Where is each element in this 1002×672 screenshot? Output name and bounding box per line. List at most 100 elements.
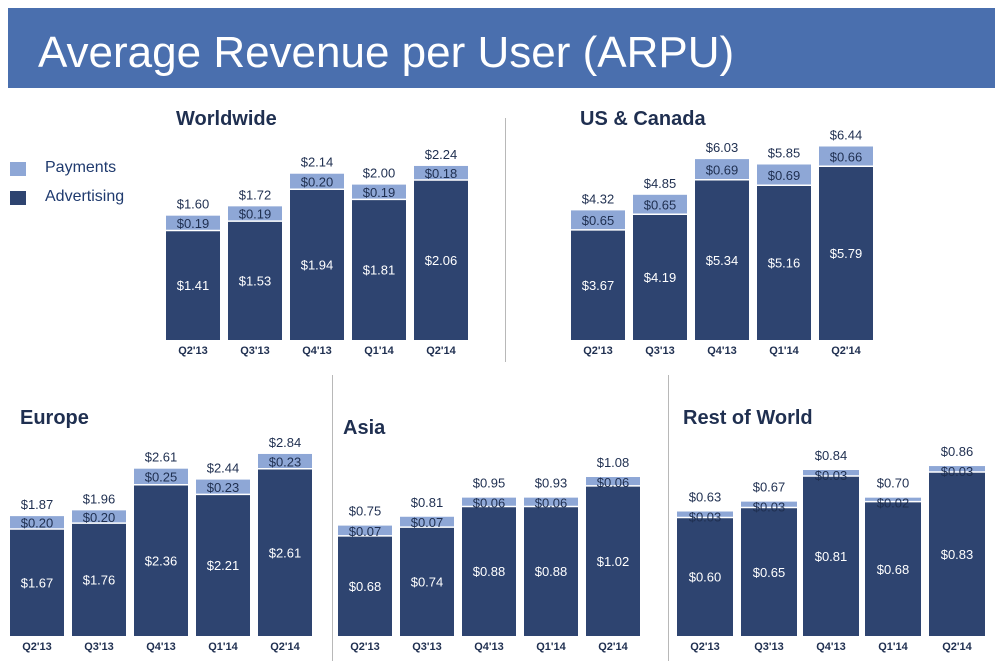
rest-of-world-advertising-label-3: $0.68 bbox=[877, 562, 910, 577]
rest-of-world-payments-label-4: $0.03 bbox=[941, 464, 974, 479]
europe-payments-bar-2 bbox=[134, 468, 188, 485]
worldwide-payments-bar-4 bbox=[414, 165, 468, 180]
us-canada-payments-bar-0 bbox=[571, 210, 625, 230]
us-canada-advertising-bar-2 bbox=[695, 179, 749, 340]
rest-of-world-advertising-bar-2 bbox=[803, 475, 859, 636]
us-canada-tick-label-3: Q1'14 bbox=[769, 345, 799, 357]
asia-advertising-label-4: $1.02 bbox=[597, 554, 630, 569]
legend-label-payments: Payments bbox=[45, 159, 117, 176]
rest-of-world-payments-label-2: $0.03 bbox=[815, 468, 848, 483]
europe-advertising-label-0: $1.67 bbox=[21, 575, 54, 590]
us-canada-total-label-3: $5.85 bbox=[768, 146, 801, 161]
worldwide-advertising-bar-0 bbox=[166, 230, 220, 340]
us-canada-payments-bar-4 bbox=[819, 146, 873, 167]
rest-of-world-payments-label-1: $0.03 bbox=[753, 500, 786, 515]
divider-bottom-right bbox=[668, 375, 669, 661]
panel-title-asia: Asia bbox=[343, 417, 386, 439]
europe-total-label-4: $2.84 bbox=[269, 435, 302, 450]
us-canada-payments-bar-2 bbox=[695, 159, 749, 180]
worldwide-payments-label-4: $0.18 bbox=[425, 166, 458, 181]
us-canada-advertising-bar-3 bbox=[757, 185, 811, 340]
us-canada-tick-label-1: Q3'13 bbox=[645, 345, 675, 357]
worldwide-total-label-1: $1.72 bbox=[239, 187, 272, 202]
us-canada-total-label-2: $6.03 bbox=[706, 140, 739, 155]
rest-of-world-payments-bar-3 bbox=[865, 497, 921, 502]
asia-advertising-bar-2 bbox=[462, 506, 516, 636]
asia-payments-label-4: $0.06 bbox=[597, 475, 630, 490]
asia-advertising-label-2: $0.88 bbox=[473, 564, 506, 579]
asia-payments-bar-2 bbox=[462, 497, 516, 507]
europe-advertising-label-2: $2.36 bbox=[145, 553, 178, 568]
us-canada-advertising-bar-0 bbox=[571, 229, 625, 340]
rest-of-world-total-label-3: $0.70 bbox=[877, 476, 910, 491]
worldwide-payments-bar-2 bbox=[290, 173, 344, 190]
rest-of-world-advertising-label-4: $0.83 bbox=[941, 547, 974, 562]
rest-of-world-advertising-label-2: $0.81 bbox=[815, 549, 848, 564]
worldwide-tick-label-0: Q2'13 bbox=[178, 345, 208, 357]
rest-of-world-total-label-1: $0.67 bbox=[753, 480, 786, 495]
worldwide-payments-label-2: $0.20 bbox=[301, 174, 334, 189]
europe-advertising-bar-2 bbox=[134, 484, 188, 636]
europe-advertising-bar-3 bbox=[196, 494, 250, 636]
asia-payments-label-2: $0.06 bbox=[473, 496, 506, 511]
asia-payments-bar-4 bbox=[586, 477, 640, 486]
rest-of-world-tick-label-0: Q2'13 bbox=[690, 641, 720, 653]
europe-payments-bar-0 bbox=[10, 516, 64, 529]
rest-of-world-advertising-bar-0 bbox=[677, 517, 733, 636]
worldwide-advertising-bar-4 bbox=[414, 179, 468, 340]
asia-advertising-label-3: $0.88 bbox=[535, 564, 568, 579]
us-canada-tick-label-2: Q4'13 bbox=[707, 345, 737, 357]
europe-tick-label-1: Q3'13 bbox=[84, 641, 114, 653]
us-canada-payments-bar-3 bbox=[757, 164, 811, 186]
worldwide-total-label-0: $1.60 bbox=[177, 197, 210, 212]
worldwide-total-label-3: $2.00 bbox=[363, 166, 396, 181]
worldwide-total-label-2: $2.14 bbox=[301, 155, 334, 170]
us-canada-payments-label-1: $0.65 bbox=[644, 198, 677, 213]
asia-advertising-bar-4 bbox=[586, 485, 640, 636]
rest-of-world-advertising-label-0: $0.60 bbox=[689, 570, 722, 585]
us-canada-advertising-label-0: $3.67 bbox=[582, 278, 615, 293]
europe-tick-label-4: Q2'14 bbox=[270, 641, 300, 653]
asia-tick-label-4: Q2'14 bbox=[598, 641, 628, 653]
worldwide-payments-label-1: $0.19 bbox=[239, 207, 272, 222]
europe-tick-label-3: Q1'14 bbox=[208, 641, 238, 653]
europe-payments-label-3: $0.23 bbox=[207, 480, 240, 495]
rest-of-world-advertising-bar-4 bbox=[929, 471, 985, 636]
asia-tick-label-3: Q1'14 bbox=[536, 641, 566, 653]
europe-advertising-label-4: $2.61 bbox=[269, 545, 302, 560]
legend-label-advertising: Advertising bbox=[45, 188, 125, 205]
asia-payments-bar-0 bbox=[338, 525, 392, 536]
rest-of-world-total-label-0: $0.63 bbox=[689, 490, 722, 505]
asia-payments-bar-1 bbox=[400, 516, 454, 528]
rest-of-world-total-label-2: $0.84 bbox=[815, 448, 848, 463]
europe-total-label-1: $1.96 bbox=[83, 491, 116, 506]
us-canada-total-label-4: $6.44 bbox=[830, 128, 863, 143]
asia-total-label-1: $0.81 bbox=[411, 495, 444, 510]
asia-payments-label-1: $0.07 bbox=[411, 515, 444, 530]
rest-of-world-payments-bar-4 bbox=[929, 466, 985, 472]
europe-tick-label-2: Q4'13 bbox=[146, 641, 176, 653]
asia-advertising-bar-3 bbox=[524, 506, 578, 636]
worldwide-total-label-4: $2.24 bbox=[425, 147, 458, 162]
worldwide-tick-label-4: Q2'14 bbox=[426, 345, 456, 357]
europe-advertising-bar-4 bbox=[258, 468, 312, 636]
europe-total-label-0: $1.87 bbox=[21, 497, 54, 512]
rest-of-world-payments-label-3: $0.02 bbox=[877, 496, 910, 511]
worldwide-payments-bar-0 bbox=[166, 215, 220, 231]
rest-of-world-advertising-bar-3 bbox=[865, 501, 921, 636]
asia-tick-label-1: Q3'13 bbox=[412, 641, 442, 653]
rest-of-world-payments-bar-2 bbox=[803, 470, 859, 476]
asia-total-label-4: $1.08 bbox=[597, 455, 630, 470]
rest-of-world-payments-bar-0 bbox=[677, 511, 733, 518]
europe-payments-bar-4 bbox=[258, 453, 312, 469]
rest-of-world-tick-label-2: Q4'13 bbox=[816, 641, 846, 653]
worldwide-advertising-bar-3 bbox=[352, 199, 406, 340]
rest-of-world-tick-label-1: Q3'13 bbox=[754, 641, 784, 653]
worldwide-tick-label-1: Q3'13 bbox=[240, 345, 270, 357]
worldwide-advertising-label-1: $1.53 bbox=[239, 274, 272, 289]
rest-of-world-tick-label-3: Q1'14 bbox=[878, 641, 908, 653]
legend-swatch-advertising bbox=[10, 191, 26, 205]
europe-advertising-bar-0 bbox=[10, 528, 64, 636]
panel-title-europe: Europe bbox=[20, 407, 89, 429]
europe-payments-bar-3 bbox=[196, 479, 250, 495]
